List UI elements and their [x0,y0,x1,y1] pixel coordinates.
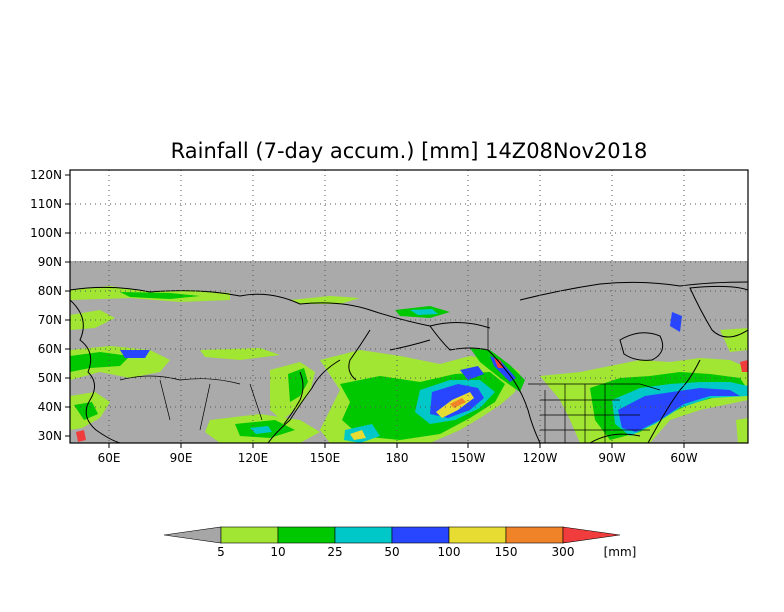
map-plot-area [70,170,748,443]
lon-label: 150W [451,451,486,465]
colorbar-high-triangle [562,526,621,544]
lat-label: 30N [38,429,62,443]
rain-patch [350,430,366,440]
lat-label: 50N [38,371,62,385]
colorbar-segment [220,526,279,544]
lat-label: 100N [30,226,62,240]
rain-patch [410,309,438,315]
lon-label: 150E [310,451,341,465]
lon-label: 120W [523,451,558,465]
coastline-gulf [589,433,641,443]
rain-patch [460,366,484,380]
lat-label: 70N [38,313,62,327]
rain-patch [740,360,748,372]
coastline-alaska [429,325,541,443]
lon-axis [108,443,685,448]
empty-sky-region [70,170,748,261]
colorbar-level-label: 150 [495,545,518,559]
colorbar-segment [505,526,564,544]
colorbar-level-label: 100 [438,545,461,559]
colorbar-segment [448,526,507,544]
rain-patch [450,398,466,408]
rain-patch [70,352,130,372]
coastline-greenland [689,285,748,338]
rain-patch [76,430,86,442]
colorbar-level-label: 5 [217,545,225,559]
colorbar-segment [334,526,393,544]
colorbar-low-triangle [163,526,222,544]
lat-labels: 120N 110N 100N 90N 80N 70N 60N 50N 40N 3… [30,168,62,443]
map-title: Rainfall (7-day accum.) [mm] 14Z08Nov201… [171,139,648,163]
lat-label: 110N [30,197,62,211]
rain-patch [120,350,150,358]
rain-patch [288,368,308,402]
lat-label: 80N [38,284,62,298]
coastline-kamchatka [348,329,371,381]
political-boundaries [119,318,661,443]
coastline-europe [70,299,121,443]
coastlines [70,281,748,443]
colorbar-level-label: 25 [327,545,342,559]
border-asia-countries [119,375,263,431]
rain-patch [736,418,748,443]
colorbar-segment [391,526,450,544]
lon-labels: 60E 90E 120E 150E 180 150W 120W 90W 60W [98,451,698,465]
coastline-eurasia-north [70,286,491,329]
lon-label: 120E [238,451,269,465]
coastline-aleutians [389,339,431,351]
rain-patch [120,292,200,299]
coastline-canada-arctic [519,281,748,301]
lon-label: 90E [170,451,193,465]
lat-axis [65,174,70,437]
lat-label: 120N [30,168,62,182]
lat-label: 60N [38,342,62,356]
lon-label: 60E [98,451,121,465]
rain-patch [250,426,272,434]
lat-label: 90N [38,255,62,269]
lat-lon-grid [70,170,748,443]
map-frame [69,169,749,444]
colorbar-segment [277,526,336,544]
lon-label: 60W [670,451,697,465]
colorbar-level-label: 50 [384,545,399,559]
colorbar-level-label: 10 [270,545,285,559]
border-us-states [540,384,650,443]
border-us-canada [528,383,661,391]
rain-patch [618,388,740,432]
coastline-hudson-bay [619,332,664,361]
coastline-japan [283,371,304,425]
lon-label: 90W [598,451,625,465]
rain-patch [200,348,280,360]
colorbar-level-label: 300 [552,545,575,559]
lon-label: 180 [386,451,409,465]
coastline-east-asia [267,359,341,443]
rain-patch [670,312,682,332]
lat-label: 40N [38,400,62,414]
colorbar-unit: [mm] [604,545,637,559]
colorbar: 5 10 25 50 100 150 300 [mm] [163,526,637,559]
